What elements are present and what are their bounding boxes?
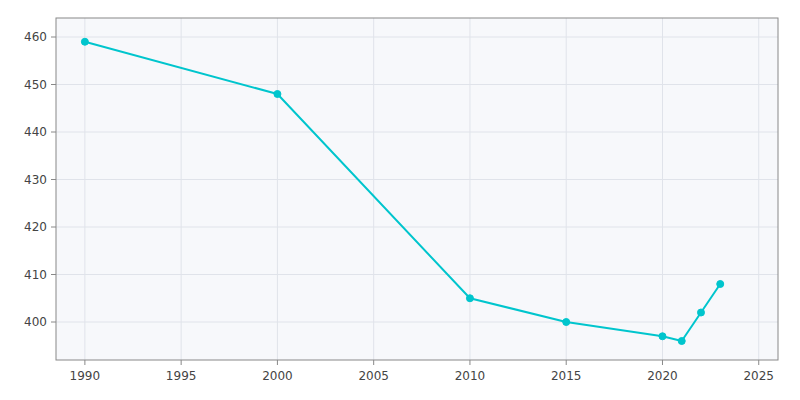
y-grid-line (56, 37, 778, 38)
x-tick-label: 1990 (70, 369, 101, 383)
y-tick (51, 274, 56, 275)
x-tick (469, 360, 470, 365)
point-marker (659, 333, 666, 340)
plot-frame (56, 18, 778, 360)
x-tick-label: 2000 (262, 369, 293, 383)
grid (56, 18, 778, 360)
x-tick (373, 360, 374, 365)
y-tick (51, 227, 56, 228)
y-grid-line (56, 274, 778, 275)
x-grid-line (373, 18, 374, 360)
y-grid-line (56, 84, 778, 85)
y-tick-label: 460 (24, 30, 47, 44)
y-tick (51, 179, 56, 180)
point-marker (466, 295, 473, 302)
y-grid-line (56, 179, 778, 180)
y-grid-line (56, 322, 778, 323)
x-tick (566, 360, 567, 365)
x-grid-line (758, 18, 759, 360)
x-grid-line (566, 18, 567, 360)
chart-container: 1990 1995 2000 2005 2010 2015 2020 2025 400 410 42… (0, 0, 800, 400)
y-tick-label: 420 (24, 220, 47, 234)
x-grid-line (277, 18, 278, 360)
y-tick (51, 322, 56, 323)
x-tick-label: 1995 (166, 369, 197, 383)
x-tick (662, 360, 663, 365)
plot-background (56, 18, 778, 360)
y-tick (51, 132, 56, 133)
y-tick-label: 450 (24, 78, 47, 92)
x-tick (277, 360, 278, 365)
point-marker (563, 319, 570, 326)
point-marker (697, 309, 704, 316)
y-tick (51, 84, 56, 85)
series-group (81, 38, 723, 344)
x-tick-label: 2025 (743, 369, 774, 383)
y-tick (51, 37, 56, 38)
x-tick (84, 360, 85, 365)
x-grid-line (84, 18, 85, 360)
x-tick-label: 2005 (358, 369, 389, 383)
x-tick-label: 2010 (455, 369, 486, 383)
point-marker (274, 91, 281, 98)
y-grid-line (56, 132, 778, 133)
x-tick (758, 360, 759, 365)
y-tick-label: 430 (24, 173, 47, 187)
x-grid-line (469, 18, 470, 360)
x-tick-label: 2015 (551, 369, 582, 383)
series-line (85, 42, 720, 341)
point-marker (678, 338, 685, 345)
y-tick-label: 410 (24, 268, 47, 282)
point-marker (717, 281, 724, 288)
page: {"chart_data": {"type": "line", "x": [19… (0, 0, 800, 400)
y-tick-label: 440 (24, 125, 47, 139)
y-grid-line (56, 227, 778, 228)
x-tick (181, 360, 182, 365)
x-grid-line (662, 18, 663, 360)
x-tick-label: 2020 (647, 369, 678, 383)
y-tick-label: 400 (24, 315, 47, 329)
x-grid-line (181, 18, 182, 360)
chart-svg: 1990 1995 2000 2005 2010 2015 2020 2025 400 410 42… (0, 0, 800, 400)
point-marker (81, 38, 88, 45)
